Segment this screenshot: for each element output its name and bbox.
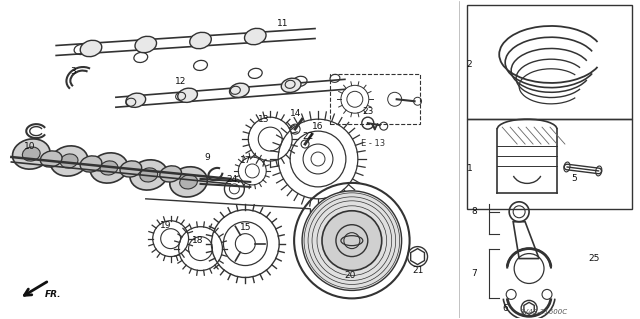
- Circle shape: [302, 191, 402, 290]
- Text: 11: 11: [277, 19, 289, 28]
- Text: 9: 9: [205, 152, 211, 161]
- Text: 22: 22: [303, 132, 314, 141]
- Bar: [330, 74, 420, 124]
- Ellipse shape: [160, 166, 182, 182]
- Text: 8: 8: [472, 207, 477, 216]
- Text: 21: 21: [412, 266, 423, 275]
- Ellipse shape: [135, 36, 157, 53]
- Text: 23: 23: [362, 107, 374, 116]
- Bar: [467, 5, 632, 119]
- Ellipse shape: [80, 156, 102, 172]
- Text: 1: 1: [467, 165, 472, 174]
- Text: 17: 17: [239, 157, 251, 166]
- Text: 6: 6: [502, 304, 508, 313]
- Text: 2: 2: [467, 60, 472, 69]
- Ellipse shape: [180, 175, 198, 189]
- Text: 15: 15: [239, 223, 251, 232]
- Ellipse shape: [282, 78, 301, 93]
- Ellipse shape: [100, 161, 118, 175]
- Ellipse shape: [140, 168, 157, 182]
- Ellipse shape: [130, 160, 168, 190]
- Ellipse shape: [170, 167, 207, 197]
- Text: E - 13: E - 13: [361, 139, 385, 148]
- Text: 24: 24: [227, 175, 238, 184]
- Ellipse shape: [22, 147, 40, 161]
- Text: 14: 14: [291, 109, 302, 118]
- Bar: [467, 119, 632, 209]
- Text: 20: 20: [344, 271, 356, 280]
- Ellipse shape: [230, 83, 249, 97]
- Text: 13: 13: [257, 115, 269, 124]
- Text: 16: 16: [312, 122, 324, 131]
- Ellipse shape: [120, 161, 141, 177]
- Text: 19: 19: [160, 221, 172, 230]
- Ellipse shape: [189, 32, 211, 49]
- Ellipse shape: [40, 151, 62, 167]
- Ellipse shape: [126, 93, 146, 108]
- Ellipse shape: [13, 139, 50, 169]
- Text: FR.: FR.: [45, 290, 61, 299]
- Ellipse shape: [90, 153, 128, 183]
- Text: 18: 18: [192, 236, 204, 245]
- Ellipse shape: [244, 28, 266, 45]
- Text: 3: 3: [70, 67, 76, 76]
- Circle shape: [322, 211, 381, 271]
- Text: 10: 10: [24, 142, 35, 151]
- Ellipse shape: [178, 88, 197, 102]
- Text: 5: 5: [571, 174, 577, 183]
- Ellipse shape: [60, 154, 78, 168]
- Ellipse shape: [80, 40, 102, 57]
- Ellipse shape: [51, 146, 88, 176]
- Text: 7: 7: [472, 269, 477, 278]
- Text: SV43-21600C: SV43-21600C: [520, 309, 568, 315]
- Text: 12: 12: [175, 77, 186, 86]
- Text: 25: 25: [588, 254, 600, 263]
